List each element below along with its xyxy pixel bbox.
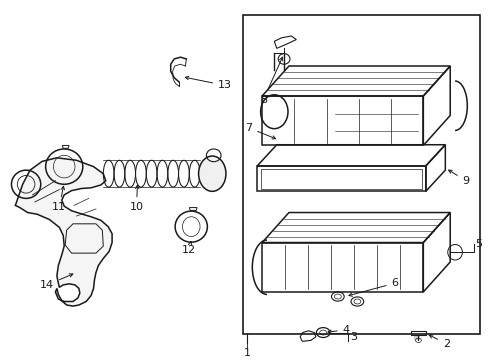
Text: 10: 10	[129, 185, 144, 212]
Ellipse shape	[198, 156, 226, 191]
Text: 11: 11	[52, 186, 66, 212]
Text: 6: 6	[349, 278, 398, 296]
Text: 8: 8	[260, 57, 283, 104]
Text: 13: 13	[185, 76, 232, 90]
Text: 4: 4	[328, 325, 350, 335]
Text: 9: 9	[449, 170, 469, 186]
Text: 12: 12	[182, 242, 196, 255]
Bar	[243, 15, 480, 334]
Text: 3: 3	[350, 332, 358, 342]
Text: 7: 7	[245, 123, 275, 139]
Polygon shape	[15, 158, 112, 306]
Text: 5: 5	[476, 239, 483, 249]
Text: 1: 1	[244, 348, 251, 358]
Text: 2: 2	[429, 335, 450, 349]
Text: 14: 14	[40, 274, 73, 290]
